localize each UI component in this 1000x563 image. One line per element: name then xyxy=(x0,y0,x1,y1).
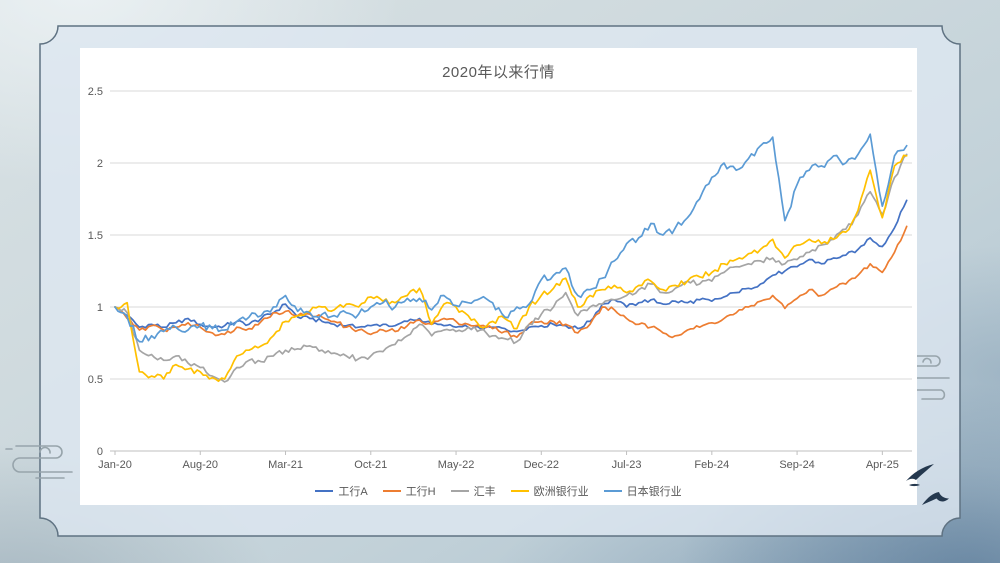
legend-item: 工行H xyxy=(382,483,436,499)
cloud-motif-left xyxy=(5,445,73,479)
legend-item: 汇丰 xyxy=(450,483,496,499)
series-line-工行A xyxy=(114,199,908,333)
y-axis-tick-label: 2.5 xyxy=(88,86,103,98)
y-axis-tick-label: 0 xyxy=(97,446,103,458)
y-axis-tick-label: 1 xyxy=(97,302,103,314)
series-line-欧洲银行业 xyxy=(114,154,908,383)
chart-title: 2020年以来行情 xyxy=(442,64,555,81)
x-axis-tick-label: Jan-20 xyxy=(98,459,132,471)
bird-icon xyxy=(922,492,949,505)
legend-line-swatch xyxy=(510,489,529,493)
legend-item: 工行A xyxy=(315,483,368,499)
x-axis-tick-label: Feb-24 xyxy=(694,459,729,471)
legend-line-swatch xyxy=(603,489,622,493)
x-axis-tick-label: Sep-24 xyxy=(779,459,814,471)
legend-line-swatch xyxy=(450,489,469,493)
chart-card: 2020年以来行情 0 0.5 1 1.5 2 2.5 Jan-20 Aug-20 Mar-21… xyxy=(80,48,917,505)
legend-label: 工行A xyxy=(338,486,368,498)
legend-label: 日本银行业 xyxy=(626,486,682,498)
x-axis-tick-label: Aug-20 xyxy=(183,459,218,471)
x-axis-tick-label: Apr-25 xyxy=(866,459,899,471)
y-axis-tick-label: 0.5 xyxy=(88,374,103,386)
x-axis-tick-label: Dec-22 xyxy=(524,459,559,471)
series-line-汇丰 xyxy=(114,153,908,383)
x-axis-tick-label: Mar-21 xyxy=(268,459,303,471)
legend-item: 欧洲银行业 xyxy=(510,483,589,499)
x-axis-tick-label: May-22 xyxy=(438,459,475,471)
y-axis-tick-label: 1.5 xyxy=(88,230,103,242)
x-axis-tick-label: Jul-23 xyxy=(612,459,642,471)
y-axis-tick-label: 2 xyxy=(97,158,103,170)
market-line-chart: 0 0.5 1 1.5 2 2.5 Jan-20 Aug-20 Mar-21 Oct-21 May-… xyxy=(88,86,912,471)
series-line-工行H xyxy=(114,225,908,339)
chart-legend: 工行A 工行H 汇丰 欧洲银行业 日本银行业 xyxy=(80,483,917,499)
legend-item: 日本银行业 xyxy=(603,483,682,499)
x-axis-tick-label: Oct-21 xyxy=(354,459,387,471)
legend-label: 工行H xyxy=(405,486,436,498)
legend-line-swatch xyxy=(315,489,334,493)
legend-line-swatch xyxy=(382,489,401,493)
legend-label: 欧洲银行业 xyxy=(533,486,589,498)
series-line-日本银行业 xyxy=(114,133,908,343)
legend-label: 汇丰 xyxy=(473,486,496,498)
